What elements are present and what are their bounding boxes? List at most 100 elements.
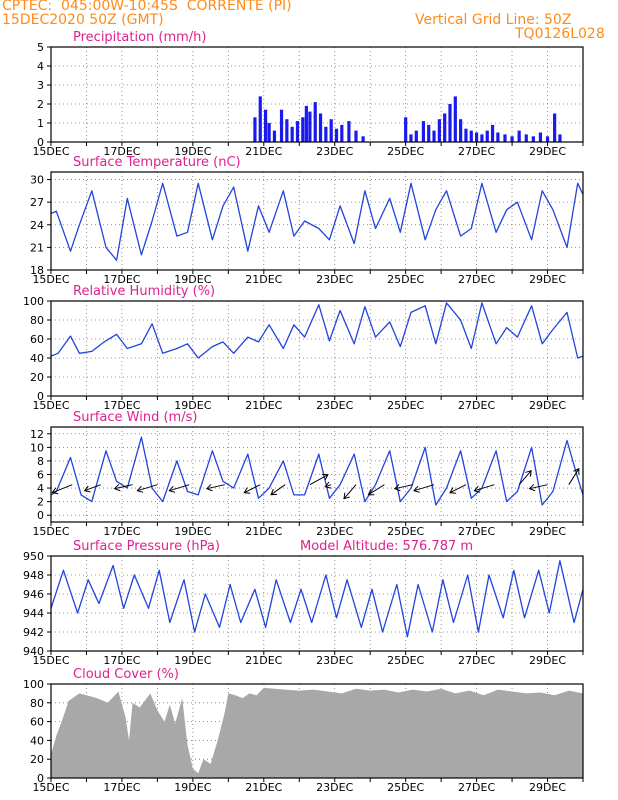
wind-xtick-label: 27DEC — [458, 525, 495, 538]
humidity-xtick-label: 17DEC — [103, 399, 140, 412]
header-grid-note: Vertical Grid Line: 50Z — [415, 12, 572, 28]
pressure-ytick-label: 940 — [23, 645, 44, 658]
precip-frame — [50, 46, 584, 143]
wind-vector — [114, 484, 133, 490]
humidity-xtick-label: 15DEC — [32, 399, 69, 412]
wind-xtick-label: 29DEC — [529, 525, 566, 538]
wind-xtick-label: 19DEC — [174, 525, 211, 538]
precip-bar — [490, 124, 495, 142]
header-model-id: TQ0126L028 — [515, 26, 605, 42]
precip-bar — [304, 105, 308, 142]
precip-xtick-label: 15DEC — [32, 145, 69, 158]
precip-bar — [404, 117, 408, 142]
precip-bar — [469, 130, 473, 142]
precip-bar — [324, 126, 328, 142]
precip-bar — [361, 136, 365, 142]
precip-bar — [421, 121, 425, 142]
wind-xtick-label: 15DEC — [32, 525, 69, 538]
temp-xtick-label: 27DEC — [458, 273, 495, 286]
humidity-xtick-label: 27DEC — [458, 399, 495, 412]
precip-xtick-label: 27DEC — [458, 145, 495, 158]
precip-bar — [279, 109, 284, 142]
wind-vector — [169, 484, 190, 492]
wind-vector-head — [525, 469, 532, 477]
precip-bar — [409, 134, 413, 142]
wind-vector-head — [136, 485, 144, 493]
temp-xtick-label: 29DEC — [529, 273, 566, 286]
wind-ytick-label: 6 — [37, 469, 44, 482]
precip-bar — [263, 109, 268, 142]
wind-vector-head — [393, 484, 401, 492]
header-datetime: 15DEC2020 50Z (GMT) — [2, 12, 164, 28]
cloud-ytick-label: 80 — [30, 697, 44, 710]
wind-vector-head — [243, 487, 251, 494]
precip-ytick-label: 4 — [37, 60, 44, 73]
cloud-xtick-label: 25DEC — [387, 781, 424, 794]
precip-xtick-label: 25DEC — [387, 145, 424, 158]
precip-ytick-label: 0 — [37, 136, 44, 149]
precip-bar — [510, 136, 514, 142]
pressure-xtick-label: 21DEC — [245, 654, 282, 667]
humidity-ytick-label: 60 — [30, 333, 44, 346]
wind-vector — [568, 468, 580, 485]
wind-vector — [474, 484, 495, 492]
precip-bar — [267, 123, 271, 142]
precip-bar — [480, 134, 484, 142]
humidity-xtick-label: 25DEC — [387, 399, 424, 412]
precip-bar — [503, 134, 507, 142]
wind-vector — [518, 470, 532, 486]
precip-bar — [496, 132, 500, 142]
precip-bar — [453, 96, 457, 142]
precip-bar — [437, 119, 441, 142]
precip-bar — [464, 128, 468, 142]
temp-ytick-label: 24 — [30, 219, 44, 232]
pressure-xtick-label: 29DEC — [529, 654, 566, 667]
precip-bar — [354, 130, 358, 142]
temp-xtick-label: 23DEC — [316, 273, 353, 286]
precip-bar — [531, 136, 535, 142]
precip-title: Precipitation (mm/h) — [73, 30, 206, 45]
temp-ytick-label: 27 — [30, 196, 44, 209]
wind-ytick-label: 8 — [37, 455, 44, 468]
cloud-xtick-label: 17DEC — [103, 781, 140, 794]
humidity-ytick-label: 80 — [30, 314, 44, 327]
temp-series-line — [50, 182, 584, 261]
wind-vector-head — [113, 484, 121, 492]
cloud-ytick-label: 20 — [30, 753, 44, 766]
precip-bar — [253, 117, 257, 142]
pressure-xtick-label: 17DEC — [103, 654, 140, 667]
temp-xtick-label: 21DEC — [245, 273, 282, 286]
precip-bar — [318, 113, 323, 142]
wind-vector — [529, 484, 548, 490]
precip-bar — [448, 104, 452, 142]
wind-vector — [137, 484, 158, 492]
wind-vector-head — [367, 489, 375, 496]
humidity-ytick-label: 20 — [30, 371, 44, 384]
wind-ytick-label: 0 — [37, 509, 44, 522]
pressure-frame — [50, 555, 584, 652]
precip-bar — [538, 132, 543, 142]
wind-vector-head — [205, 484, 213, 492]
pressure-ytick-label: 944 — [23, 607, 44, 620]
precip-bar — [301, 117, 305, 142]
temp-ytick-label: 21 — [30, 241, 44, 254]
temp-xtick-label: 25DEC — [387, 273, 424, 286]
pressure-xtick-label: 27DEC — [458, 654, 495, 667]
wind-xtick-label: 17DEC — [103, 525, 140, 538]
pressure-title: Surface Pressure (hPa) — [73, 539, 220, 554]
temp-xtick-label: 15DEC — [32, 273, 69, 286]
precip-bar — [290, 126, 294, 142]
precip-ytick-label: 2 — [37, 98, 44, 111]
model-altitude-note: Model Altitude: 576.787 m — [300, 539, 473, 554]
wind-xtick-label: 23DEC — [316, 525, 353, 538]
cloud-xtick-label: 23DEC — [316, 781, 353, 794]
precip-bar — [329, 119, 333, 142]
temp-ytick-label: 18 — [30, 264, 44, 277]
pressure-xtick-label: 15DEC — [32, 654, 69, 667]
precip-bar — [459, 119, 463, 142]
temp-ytick-label: 30 — [30, 174, 44, 187]
humidity-xtick-label: 21DEC — [245, 399, 282, 412]
cloud-xtick-label: 15DEC — [32, 781, 69, 794]
wind-vector — [84, 484, 101, 492]
wind-vector-head — [270, 488, 278, 496]
